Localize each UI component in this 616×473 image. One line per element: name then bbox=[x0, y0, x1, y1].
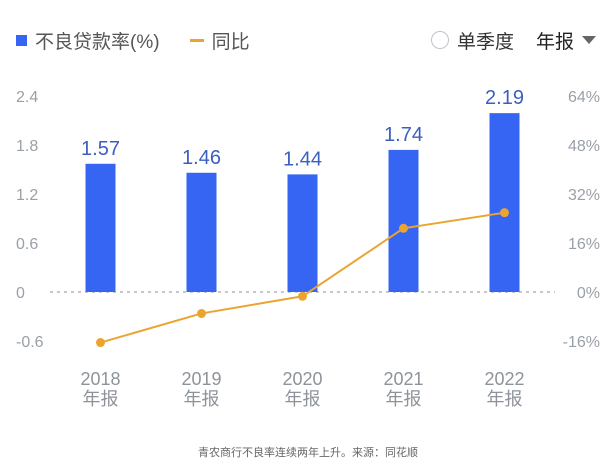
single-quarter-radio[interactable] bbox=[430, 31, 449, 49]
y-left-tick-label: -0.6 bbox=[16, 334, 44, 351]
bar-value-label: 1.46 bbox=[182, 147, 221, 169]
x-tick-label: 2022 年报 bbox=[484, 369, 524, 409]
chevron-down-icon[interactable] bbox=[582, 36, 596, 44]
legend-line-label: 同比 bbox=[211, 31, 250, 53]
footer-note: 青农商行不良率连续两年上升。来源：同花顺 bbox=[198, 447, 418, 459]
y-left-tick-label: 1.2 bbox=[16, 187, 38, 204]
bar-series-swatch bbox=[16, 34, 27, 46]
x-tick-label: 2020 年报 bbox=[282, 369, 322, 409]
y-left-tick-label: 2.4 bbox=[16, 89, 38, 106]
yoy-point bbox=[500, 208, 509, 218]
y-right-tick-label: 64% bbox=[568, 89, 600, 106]
bar-value-label: 1.57 bbox=[81, 138, 120, 160]
y-right-tick-label: 16% bbox=[568, 236, 600, 253]
bar bbox=[388, 149, 419, 292]
x-tick-label: 2021 年报 bbox=[383, 369, 423, 409]
yoy-point bbox=[298, 291, 307, 301]
period-dropdown[interactable]: 年报 bbox=[536, 27, 596, 54]
yoy-point bbox=[96, 338, 105, 348]
yoy-point bbox=[399, 223, 408, 233]
legend-bar-label: 不良贷款率(%) bbox=[35, 31, 160, 53]
bar-value-label: 1.44 bbox=[283, 148, 322, 170]
x-tick-label: 2019 年报 bbox=[181, 369, 221, 409]
x-tick-label: 2018 年报 bbox=[80, 369, 120, 409]
period-dropdown-label[interactable]: 年报 bbox=[535, 31, 574, 53]
y-right-tick-label: 0% bbox=[577, 285, 600, 302]
y-right-tick-label: 48% bbox=[568, 138, 600, 155]
y-left-tick-label: 1.8 bbox=[16, 138, 38, 155]
chart-controls: 单季度 年报 bbox=[430, 26, 596, 54]
bar bbox=[186, 172, 217, 292]
bar-value-label: 2.19 bbox=[485, 87, 524, 109]
y-left-tick-label: 0.6 bbox=[16, 236, 38, 253]
y-right-tick-label: 32% bbox=[568, 187, 600, 204]
single-quarter-label[interactable]: 单季度 bbox=[456, 31, 514, 53]
bar-value-label: 1.74 bbox=[384, 124, 423, 146]
y-right-tick-label: -16% bbox=[563, 334, 600, 351]
yoy-point bbox=[197, 308, 206, 318]
bar bbox=[287, 174, 318, 292]
chart-legend: 不良贷款率(%) 同比 bbox=[16, 26, 250, 54]
chart: 2.4 1.8 1.2 0.6 0 -0.6 64% 48% 32% 16% 0% -16% 1.57 1… bbox=[16, 87, 600, 409]
bar bbox=[489, 113, 520, 293]
bar bbox=[85, 163, 116, 292]
y-left-tick-label: 0 bbox=[16, 285, 25, 302]
line-series-swatch bbox=[189, 38, 204, 42]
